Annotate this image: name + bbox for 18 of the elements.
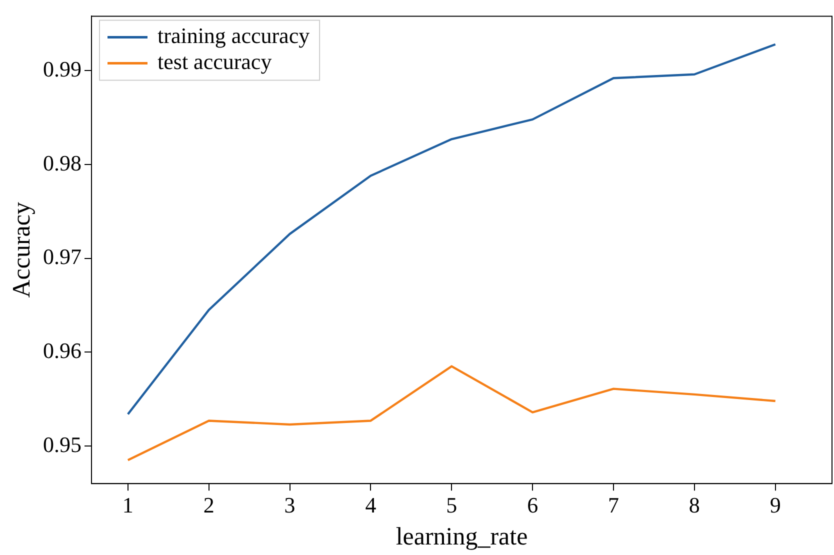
x-tick-label: 7 bbox=[608, 492, 619, 518]
x-tick-label: 3 bbox=[284, 492, 296, 518]
x-tick-label: 5 bbox=[446, 492, 458, 518]
x-tick-label: 1 bbox=[122, 492, 134, 518]
y-axis-title: Accuracy bbox=[8, 202, 36, 298]
y-tick-label: 0.96 bbox=[43, 338, 82, 363]
y-tick-label: 0.97 bbox=[43, 244, 82, 270]
y-tick-label: 0.95 bbox=[43, 432, 82, 457]
x-tick-label: 9 bbox=[770, 492, 781, 518]
y-tick-label: 0.99 bbox=[43, 56, 82, 82]
x-axis-title: learning_rate bbox=[396, 524, 528, 551]
x-tick-label: 4 bbox=[365, 492, 376, 518]
y-tick-label: 0.98 bbox=[43, 150, 82, 176]
legend-label: test accuracy bbox=[158, 48, 272, 74]
x-tick-label: 6 bbox=[527, 492, 538, 518]
x-tick-label: 8 bbox=[688, 492, 700, 518]
x-tick-label: 2 bbox=[203, 492, 214, 518]
legend-label: training accuracy bbox=[158, 22, 310, 48]
